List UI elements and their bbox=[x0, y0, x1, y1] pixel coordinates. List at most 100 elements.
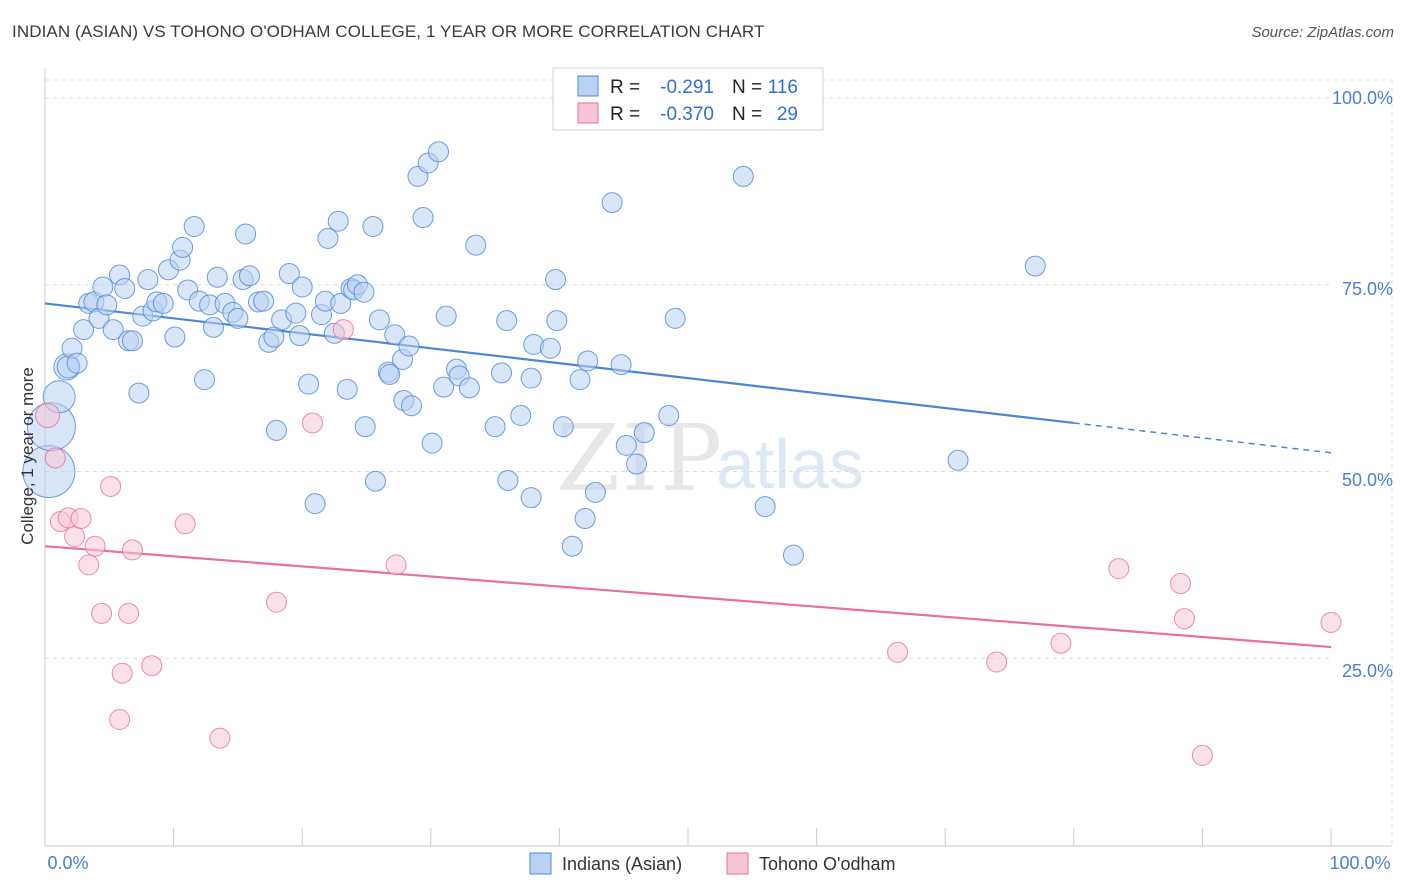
legend-r-value-tohono: -0.370 bbox=[660, 104, 714, 125]
legend-swatch-tohono bbox=[577, 102, 599, 124]
legend-n-label-tohono: N = bbox=[732, 104, 762, 125]
point-tohono-1 bbox=[44, 447, 66, 469]
point-indians-114 bbox=[1024, 255, 1046, 277]
point-indians-20 bbox=[137, 269, 159, 291]
series-legend-label-indians: Indians (Asian) bbox=[562, 854, 682, 874]
point-indians-64 bbox=[354, 416, 376, 438]
legend-n-label-indians: N = bbox=[732, 77, 762, 98]
point-tohono-17 bbox=[265, 591, 287, 613]
point-tohono-19 bbox=[332, 319, 354, 341]
point-tohono-5 bbox=[70, 508, 92, 530]
point-tohono-27 bbox=[1191, 744, 1213, 766]
point-indians-91 bbox=[520, 367, 542, 389]
point-indians-13 bbox=[102, 319, 124, 341]
legend-r-label-indians: R = bbox=[610, 77, 640, 98]
chart-title: INDIAN (ASIAN) VS TOHONO O'ODHAM COLLEGE… bbox=[12, 22, 765, 41]
point-tohono-10 bbox=[109, 709, 131, 731]
point-indians-59 bbox=[336, 378, 358, 400]
point-indians-95 bbox=[545, 269, 567, 291]
point-indians-101 bbox=[577, 350, 599, 372]
point-indians-63 bbox=[353, 281, 375, 303]
point-indians-90 bbox=[510, 404, 532, 426]
point-indians-12 bbox=[96, 294, 118, 316]
point-tohono-24 bbox=[1108, 558, 1130, 580]
point-tohono-11 bbox=[111, 662, 133, 684]
point-indians-52 bbox=[304, 493, 326, 515]
point-indians-98 bbox=[561, 535, 583, 557]
source-note: Source: ZipAtlas.com bbox=[1251, 24, 1394, 41]
point-indians-92 bbox=[520, 487, 542, 509]
point-indians-66 bbox=[365, 470, 387, 492]
point-indians-76 bbox=[412, 207, 434, 229]
point-indians-55 bbox=[317, 227, 339, 249]
point-indians-57 bbox=[327, 210, 349, 232]
point-indians-42 bbox=[253, 290, 275, 312]
point-indians-11 bbox=[92, 276, 114, 298]
point-tohono-12 bbox=[118, 602, 140, 624]
point-indians-96 bbox=[546, 310, 568, 332]
trend-line-1 bbox=[44, 545, 1332, 649]
point-indians-31 bbox=[193, 369, 215, 391]
series-legend-swatch-indians bbox=[529, 852, 552, 875]
point-indians-99 bbox=[569, 369, 591, 391]
point-tohono-14 bbox=[141, 655, 163, 677]
trend-line-extension-0 bbox=[1073, 422, 1332, 454]
series-legend: Indians (Asian) Tohono O'odham bbox=[529, 852, 896, 875]
point-indians-106 bbox=[626, 453, 648, 475]
point-indians-18 bbox=[128, 382, 150, 404]
watermark: ZIP atlas bbox=[556, 405, 864, 512]
point-indians-110 bbox=[732, 165, 754, 187]
point-indians-40 bbox=[238, 265, 260, 287]
point-indians-85 bbox=[465, 234, 487, 256]
point-tohono-15 bbox=[174, 513, 196, 535]
series-legend-swatch-tohono bbox=[726, 852, 749, 875]
point-indians-27 bbox=[172, 236, 194, 258]
legend-swatch-indians bbox=[577, 75, 599, 97]
point-indians-47 bbox=[278, 263, 300, 285]
point-indians-44 bbox=[263, 326, 285, 348]
point-indians-103 bbox=[601, 192, 623, 214]
point-indians-84 bbox=[458, 377, 480, 399]
point-indians-70 bbox=[384, 324, 406, 346]
point-indians-23 bbox=[152, 292, 174, 314]
series-legend-label-tohono: Tohono O'odham bbox=[759, 854, 896, 874]
stats-legend: R = -0.291 N = 116 R = -0.370 N = 29 bbox=[552, 67, 824, 131]
point-indians-81 bbox=[435, 305, 457, 327]
point-indians-86 bbox=[484, 416, 506, 438]
y-axis-title: College, 1 year or more bbox=[18, 367, 37, 545]
point-indians-17 bbox=[121, 330, 143, 352]
x-tick-label-max: 100.0% bbox=[1329, 853, 1390, 873]
point-indians-105 bbox=[615, 434, 637, 456]
point-indians-88 bbox=[496, 310, 518, 332]
point-indians-7 bbox=[73, 319, 95, 341]
point-indians-45 bbox=[265, 419, 287, 441]
point-indians-65 bbox=[362, 215, 384, 237]
point-indians-79 bbox=[428, 141, 450, 163]
point-tohono-8 bbox=[91, 602, 113, 624]
point-indians-69 bbox=[379, 363, 401, 385]
data-points bbox=[22, 141, 1342, 766]
y-tick-label-75: 75.0% bbox=[1342, 279, 1393, 299]
point-indians-58 bbox=[330, 292, 352, 314]
point-tohono-26 bbox=[1173, 608, 1195, 630]
point-tohono-4 bbox=[64, 525, 86, 547]
point-tohono-22 bbox=[986, 651, 1008, 673]
point-indians-80 bbox=[433, 376, 455, 398]
y-tick-label-50: 50.0% bbox=[1342, 470, 1393, 490]
point-indians-107 bbox=[633, 422, 655, 444]
point-indians-87 bbox=[491, 362, 513, 384]
point-indians-67 bbox=[368, 309, 390, 331]
point-indians-108 bbox=[658, 404, 680, 426]
point-indians-74 bbox=[401, 395, 423, 417]
x-tick-label-min: 0.0% bbox=[47, 853, 88, 873]
point-tohono-6 bbox=[78, 554, 100, 576]
point-tohono-0 bbox=[35, 402, 61, 428]
point-indians-15 bbox=[114, 277, 136, 299]
legend-n-value-indians: 116 bbox=[768, 77, 798, 98]
point-indians-111 bbox=[754, 496, 776, 518]
point-indians-33 bbox=[202, 316, 224, 338]
legend-r-value-indians: -0.291 bbox=[660, 77, 714, 98]
point-indians-113 bbox=[947, 449, 969, 471]
point-indians-73 bbox=[398, 335, 420, 357]
point-indians-78 bbox=[421, 432, 443, 454]
